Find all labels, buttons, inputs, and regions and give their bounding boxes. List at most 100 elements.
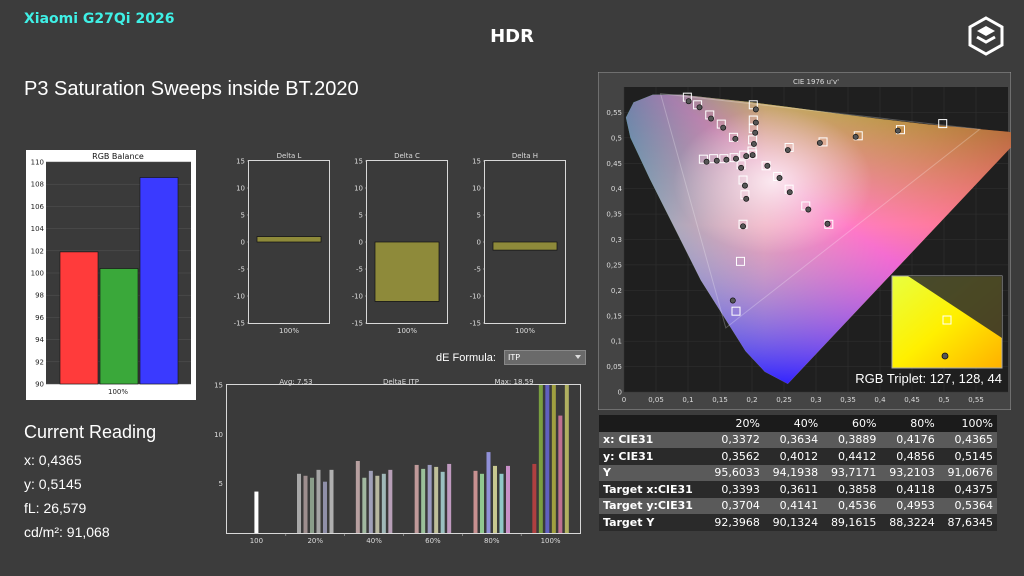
x-tick-label: 0,55 xyxy=(968,396,984,404)
y-tick-label: 15 xyxy=(214,382,223,390)
y-tick-label: 0,35 xyxy=(606,211,622,219)
mode-label: HDR xyxy=(490,26,534,47)
measured-marker xyxy=(752,129,759,136)
y-tick-label: 98 xyxy=(35,292,44,300)
cie-1976-chart: CIE 1976 u'v' 0,55 0,5 0,45 0,4 0,35 0,3 0,25 0… xyxy=(598,72,1011,410)
page-title: P3 Saturation Sweeps inside BT.2020 xyxy=(24,78,359,100)
delta-e-bar xyxy=(473,470,478,533)
delta-h-chart: Delta H 15 10 5 0 -5 -10 -15 100% xyxy=(462,150,568,336)
bar-r xyxy=(59,251,99,385)
de-formula-select[interactable]: ITP xyxy=(504,350,586,365)
bt2020-gamut-triangle xyxy=(659,93,982,329)
y-tick-label: 5 xyxy=(477,212,481,220)
y-tick-label: 0,55 xyxy=(606,109,622,117)
measured-marker xyxy=(696,104,703,111)
delta-bar xyxy=(374,241,440,302)
y-tick-label: 5 xyxy=(359,212,363,220)
inset-target-marker xyxy=(942,315,952,325)
x-tick-label: 0,2 xyxy=(746,396,757,404)
measured-marker xyxy=(743,195,750,202)
y-tick-label: 15 xyxy=(354,158,363,166)
table-cell: 0,4141 xyxy=(763,497,823,514)
delta-bar xyxy=(256,236,322,243)
y-tick-label: 0,4 xyxy=(611,185,623,193)
delta-e-bar xyxy=(355,460,360,533)
chevron-down-icon xyxy=(575,355,581,359)
delta-e-bar xyxy=(486,452,491,533)
table-cell: 0,5364 xyxy=(938,497,997,514)
bar-g xyxy=(99,268,139,385)
y-tick-label: 0,15 xyxy=(606,312,622,320)
table-cell: 0,5145 xyxy=(938,448,997,465)
table-cell: 88,3224 xyxy=(880,514,939,531)
delta-c-title: Delta C xyxy=(394,152,420,160)
row-label: x: CIE31 xyxy=(599,431,706,448)
reading-fl: fL: 26,579 xyxy=(24,500,87,516)
x-tick-label: 0,05 xyxy=(648,396,664,404)
measured-marker xyxy=(685,98,692,105)
delta-bar xyxy=(492,241,558,251)
x-tick-label: 0,4 xyxy=(874,396,886,404)
measured-marker xyxy=(776,175,783,181)
measured-marker xyxy=(752,106,759,113)
y-tick-label: 10 xyxy=(472,185,481,193)
de-formula-label: dE Formula: xyxy=(436,352,496,364)
cube-logo-icon xyxy=(968,16,1004,56)
y-tick-label: 0,1 xyxy=(611,338,622,346)
delta-e-bar xyxy=(381,473,386,533)
x-category-label: 60% xyxy=(425,537,441,545)
delta-e-bar xyxy=(551,385,556,533)
table-cell: 0,4536 xyxy=(822,497,881,514)
x-tick-label: 0,15 xyxy=(712,396,728,404)
delta-e-title: DeltaE ITP xyxy=(383,378,419,386)
table-cell: 0,4365 xyxy=(938,431,997,448)
delta-e-bar xyxy=(434,466,439,533)
table-cell: 0,3372 xyxy=(705,431,764,448)
measured-marker xyxy=(852,133,859,140)
y-tick-label: 0 xyxy=(477,239,481,247)
y-tick-label: 90 xyxy=(35,381,44,389)
table-cell: 93,7171 xyxy=(822,464,881,481)
delta-e-bar xyxy=(375,475,380,533)
delta-h-title: Delta H xyxy=(512,152,538,160)
delta-e-bar xyxy=(493,465,497,533)
y-tick-label: 108 xyxy=(31,181,44,189)
measured-marker xyxy=(738,164,745,171)
table-cell: 0,4375 xyxy=(938,481,997,498)
measured-marker xyxy=(713,157,720,164)
delta-e-bar xyxy=(254,491,259,533)
delta-l-category: 100% xyxy=(279,327,299,335)
delta-e-bar xyxy=(427,464,432,533)
delta-e-itp-chart: Avg: 7,53 DeltaE ITP Max: 18,59 15 10 5 10… xyxy=(214,378,581,545)
y-tick-label: -5 xyxy=(474,266,481,274)
table-row: Target x:CIE31 0,3393 0,3611 0,3858 0,41… xyxy=(599,481,997,498)
measured-marker xyxy=(749,152,756,159)
delta-e-bar xyxy=(362,477,367,533)
table-cell: 0,4176 xyxy=(880,431,939,448)
table-row: Target Y 92,3968 90,1324 89,1615 88,3224… xyxy=(599,514,997,531)
y-tick-label: 0,3 xyxy=(611,236,622,244)
row-label: Target y:CIE31 xyxy=(599,497,706,514)
table-header: 100% xyxy=(938,415,997,432)
target-marker xyxy=(938,119,948,129)
table-cell: 91,0676 xyxy=(938,464,997,481)
delta-e-bar xyxy=(506,465,510,533)
y-tick-label: 92 xyxy=(35,358,44,366)
table-header xyxy=(599,415,706,432)
measured-marker xyxy=(742,182,748,189)
row-label: Target Y xyxy=(599,514,706,531)
de-formula-value: ITP xyxy=(508,353,521,362)
x-tick-label: 0,45 xyxy=(904,396,920,404)
table-cell: 90,1324 xyxy=(763,514,823,531)
x-category-label: 40% xyxy=(366,537,382,545)
y-tick-label: 15 xyxy=(472,158,481,166)
table-header: 80% xyxy=(880,415,939,432)
y-tick-label: 0,45 xyxy=(606,160,622,168)
table-header: 40% xyxy=(763,415,823,432)
bar-b xyxy=(139,177,179,385)
delta-l-title: Delta L xyxy=(277,152,302,160)
table-cell: 0,4012 xyxy=(763,448,823,465)
delta-e-bar xyxy=(545,385,550,533)
delta-e-bar xyxy=(447,463,452,533)
measured-marker xyxy=(894,127,901,134)
